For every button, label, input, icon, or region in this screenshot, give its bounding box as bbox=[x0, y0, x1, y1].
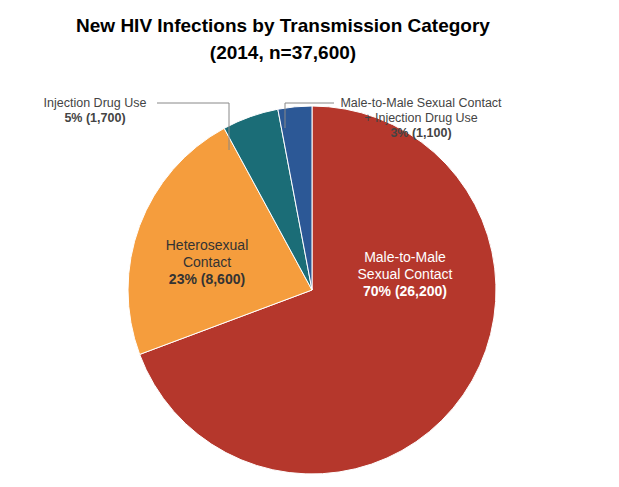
leader-line bbox=[157, 103, 229, 150]
data-label: 3% (1,100) bbox=[390, 126, 451, 140]
subtitle: (2014, n=37,600) bbox=[210, 42, 356, 63]
pie-slice bbox=[278, 106, 312, 290]
leader-line bbox=[285, 103, 334, 128]
data-label: 5% (1,700) bbox=[64, 111, 125, 125]
data-label: 70% (26,200) bbox=[363, 283, 447, 299]
slice-label: Male-to-MaleSexual Contact bbox=[358, 249, 453, 282]
slice-label-line: Sexual Contact bbox=[358, 266, 453, 282]
data-label: 23% (8,600) bbox=[169, 271, 245, 287]
slice-label: Injection Drug Use bbox=[44, 96, 147, 110]
slice-label-line: Heterosexual bbox=[166, 237, 249, 253]
slice-label-line: + Injection Drug Use bbox=[364, 111, 478, 125]
slice-label-line: Contact bbox=[183, 254, 231, 270]
slice-label-line: Male-to-Male Sexual Contact bbox=[340, 96, 502, 110]
slice-label-line: Male-to-Male bbox=[364, 249, 446, 265]
slice-label: HeterosexualContact bbox=[166, 237, 249, 270]
title: New HIV Infections by Transmission Categ… bbox=[76, 15, 490, 36]
slice-label-line: Injection Drug Use bbox=[44, 96, 147, 110]
slice-label: Male-to-Male Sexual Contact+ Injection D… bbox=[340, 96, 502, 125]
chart: New HIV Infections by Transmission Categ… bbox=[0, 0, 619, 487]
pie bbox=[128, 106, 496, 474]
